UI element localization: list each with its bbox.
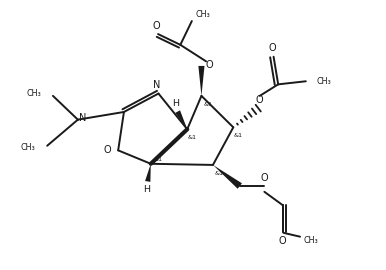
Text: N: N bbox=[79, 113, 86, 123]
Polygon shape bbox=[198, 66, 205, 96]
Text: CH₃: CH₃ bbox=[21, 143, 36, 152]
Polygon shape bbox=[213, 165, 242, 189]
Polygon shape bbox=[145, 164, 151, 182]
Text: O: O bbox=[261, 173, 269, 183]
Text: H: H bbox=[172, 99, 179, 109]
Text: &1: &1 bbox=[204, 102, 213, 107]
Text: CH₃: CH₃ bbox=[27, 89, 41, 99]
Text: O: O bbox=[268, 43, 276, 53]
Text: H: H bbox=[144, 185, 151, 194]
Polygon shape bbox=[175, 110, 187, 129]
Text: N: N bbox=[153, 80, 160, 90]
Text: O: O bbox=[152, 21, 160, 31]
Text: O: O bbox=[256, 95, 263, 105]
Text: &1: &1 bbox=[214, 171, 223, 176]
Text: O: O bbox=[278, 235, 286, 245]
Text: &1: &1 bbox=[154, 157, 163, 163]
Text: CH₃: CH₃ bbox=[317, 77, 331, 86]
Text: &1: &1 bbox=[188, 135, 197, 140]
Text: O: O bbox=[103, 144, 111, 155]
Text: CH₃: CH₃ bbox=[304, 236, 319, 245]
Text: O: O bbox=[205, 60, 213, 70]
Text: CH₃: CH₃ bbox=[196, 10, 210, 19]
Text: &1: &1 bbox=[234, 133, 243, 138]
